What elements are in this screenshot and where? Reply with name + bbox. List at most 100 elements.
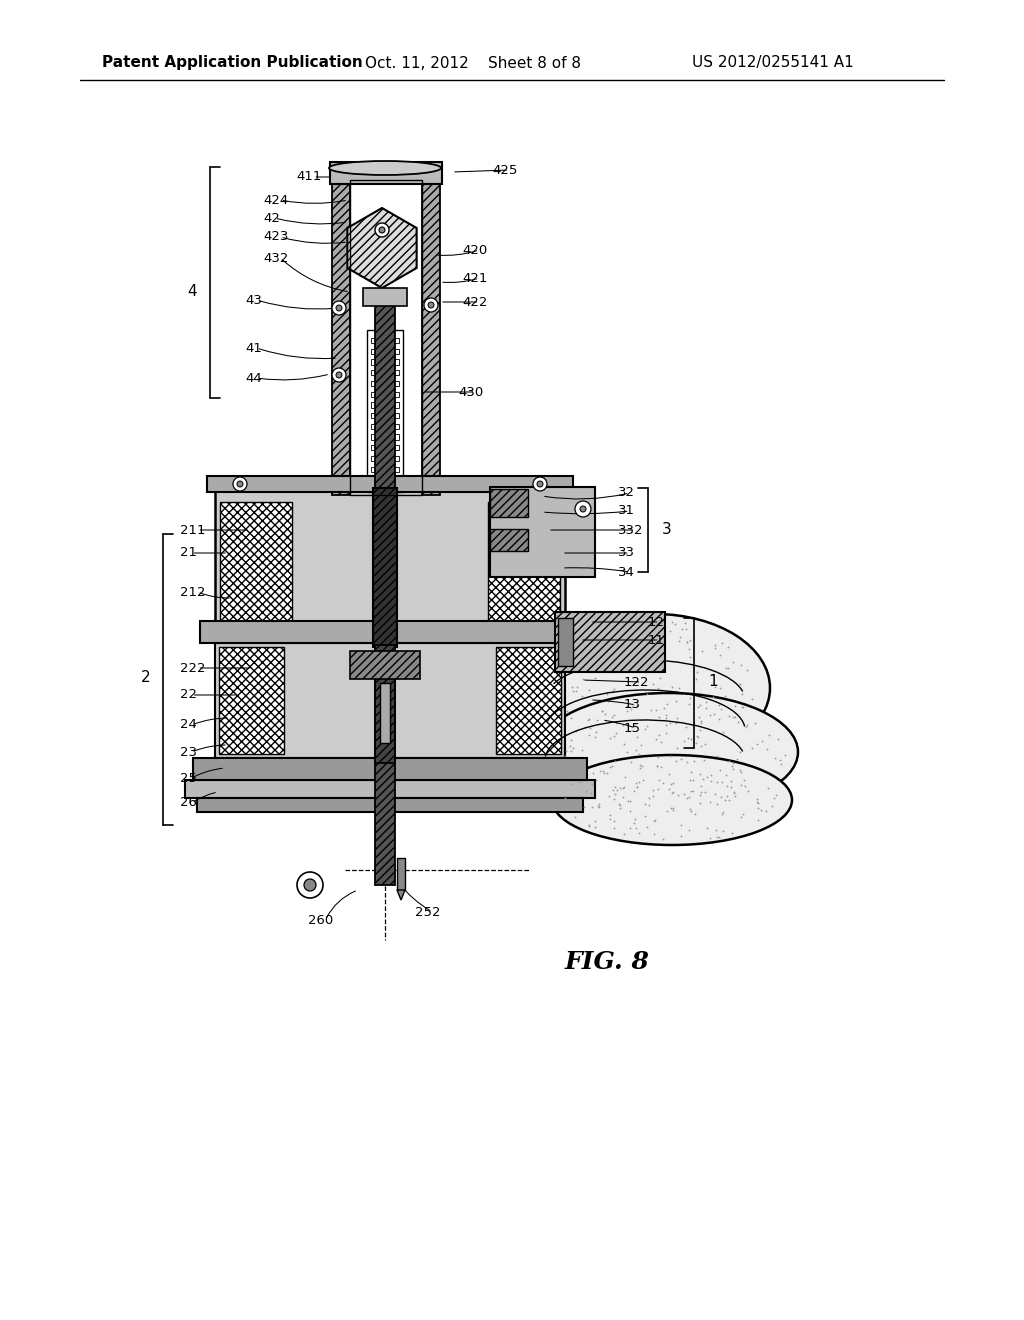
Text: 12: 12 — [648, 615, 665, 628]
Bar — [371, 381, 399, 387]
Circle shape — [237, 480, 243, 487]
Circle shape — [428, 302, 434, 308]
Text: 26: 26 — [180, 796, 197, 809]
Ellipse shape — [538, 693, 798, 810]
Bar — [185, 780, 595, 799]
Text: 43: 43 — [245, 293, 262, 306]
Circle shape — [332, 368, 346, 381]
Bar — [200, 620, 580, 643]
Text: 2: 2 — [141, 671, 151, 685]
Bar — [488, 502, 560, 639]
Ellipse shape — [540, 614, 770, 762]
Bar — [215, 490, 565, 645]
Circle shape — [375, 223, 389, 238]
Text: 41: 41 — [245, 342, 262, 355]
Bar — [490, 488, 528, 517]
Bar — [371, 338, 399, 343]
Ellipse shape — [552, 755, 792, 845]
Text: 411: 411 — [296, 170, 322, 183]
Text: FIG. 8: FIG. 8 — [565, 950, 650, 974]
Bar — [555, 612, 665, 672]
Circle shape — [534, 477, 547, 491]
Bar — [220, 502, 292, 639]
Bar — [330, 162, 442, 183]
Text: 222: 222 — [180, 661, 206, 675]
Text: 424: 424 — [263, 194, 288, 206]
Bar — [371, 348, 399, 354]
Text: 34: 34 — [618, 565, 635, 578]
Text: 422: 422 — [462, 296, 487, 309]
Bar — [215, 643, 565, 758]
Text: 425: 425 — [492, 164, 517, 177]
Text: 332: 332 — [618, 524, 643, 536]
Bar — [332, 180, 350, 495]
Text: Patent Application Publication: Patent Application Publication — [102, 55, 362, 70]
Text: 21: 21 — [180, 546, 197, 560]
Text: 42: 42 — [263, 211, 280, 224]
Bar — [371, 359, 399, 364]
Bar — [197, 799, 583, 812]
Bar — [371, 466, 399, 473]
Bar — [350, 651, 420, 678]
Bar — [371, 370, 399, 375]
Bar — [371, 413, 399, 418]
Text: 432: 432 — [263, 252, 289, 264]
Bar — [371, 424, 399, 429]
Text: 252: 252 — [415, 906, 440, 919]
Text: Oct. 11, 2012: Oct. 11, 2012 — [365, 55, 469, 70]
Bar — [219, 647, 284, 754]
Text: 24: 24 — [180, 718, 197, 731]
Text: 423: 423 — [263, 231, 289, 243]
Text: 4: 4 — [187, 285, 197, 300]
Text: 260: 260 — [308, 913, 333, 927]
Text: 212: 212 — [180, 586, 206, 598]
Text: 15: 15 — [624, 722, 641, 734]
Circle shape — [297, 873, 323, 898]
Bar — [490, 529, 528, 550]
Circle shape — [537, 480, 543, 487]
Text: 23: 23 — [180, 746, 197, 759]
Bar — [380, 682, 390, 743]
Circle shape — [379, 227, 385, 234]
Text: 420: 420 — [462, 243, 487, 256]
Polygon shape — [373, 488, 397, 647]
Bar — [496, 647, 561, 754]
Circle shape — [336, 372, 342, 378]
Text: 3: 3 — [662, 523, 672, 537]
Text: Sheet 8 of 8: Sheet 8 of 8 — [488, 55, 581, 70]
Circle shape — [304, 879, 316, 891]
Circle shape — [580, 506, 586, 512]
Circle shape — [336, 305, 342, 312]
Text: 211: 211 — [180, 524, 206, 536]
Ellipse shape — [329, 161, 441, 176]
Bar — [422, 180, 440, 495]
Text: 25: 25 — [180, 771, 197, 784]
Text: 430: 430 — [458, 385, 483, 399]
Text: 11: 11 — [648, 634, 665, 647]
Text: 421: 421 — [462, 272, 487, 285]
Text: 22: 22 — [180, 689, 197, 701]
Bar — [207, 477, 573, 492]
Text: 44: 44 — [245, 371, 262, 384]
Polygon shape — [397, 890, 406, 900]
Circle shape — [575, 502, 591, 517]
Circle shape — [332, 301, 346, 315]
Text: 122: 122 — [624, 676, 649, 689]
Bar — [367, 330, 403, 492]
Bar — [490, 487, 595, 577]
Bar — [371, 434, 399, 440]
Bar — [362, 288, 407, 306]
Bar — [350, 180, 422, 495]
Polygon shape — [375, 294, 395, 884]
Bar — [193, 758, 587, 780]
Text: 13: 13 — [624, 698, 641, 711]
Polygon shape — [347, 209, 417, 288]
Bar — [397, 858, 406, 890]
Bar — [371, 478, 399, 483]
Text: 33: 33 — [618, 546, 635, 560]
Text: US 2012/0255141 A1: US 2012/0255141 A1 — [692, 55, 854, 70]
Bar — [371, 403, 399, 408]
Bar — [371, 392, 399, 397]
Text: 1: 1 — [708, 675, 718, 689]
Bar — [371, 445, 399, 450]
